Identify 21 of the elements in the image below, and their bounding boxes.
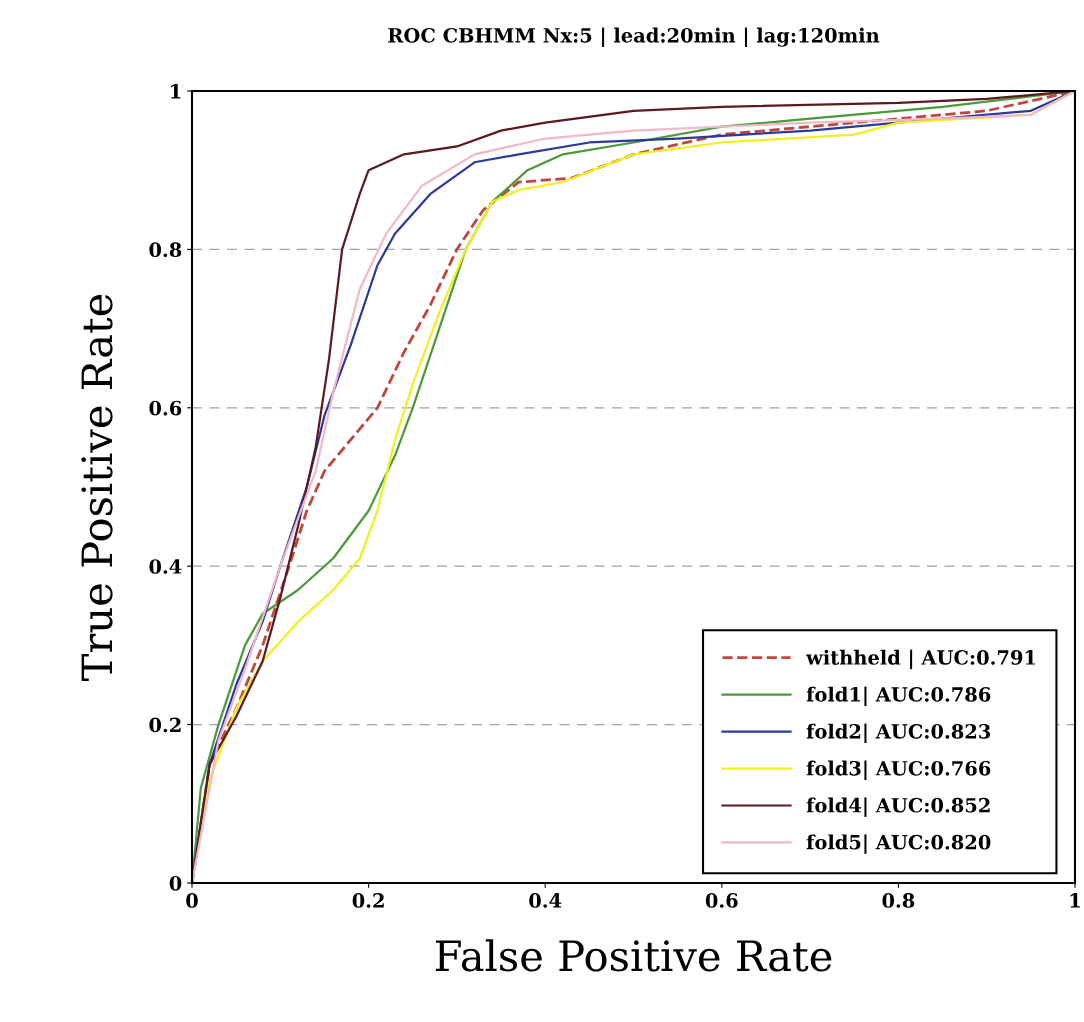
x-tick-label: 0.8	[882, 893, 915, 908]
x-tick-label: 0.2	[352, 893, 384, 908]
y-tick-label: 0	[169, 875, 182, 891]
legend-label: fold1| AUC:0.786	[806, 686, 991, 707]
x-axis-title: False Positive Rate	[435, 939, 832, 972]
y-tick-label: 0.6	[149, 400, 182, 416]
x-tick-label: 0.6	[705, 893, 738, 908]
legend-label: fold3| AUC:0.766	[806, 760, 991, 780]
legend-label: fold2| AUC:0.823	[806, 723, 991, 743]
y-tick-label: 0.4	[149, 559, 182, 574]
legend-label: withheld | AUC:0.791	[805, 649, 1036, 670]
y-tick-label: 0.8	[149, 242, 182, 258]
legend-label: fold5| AUC:0.820	[806, 834, 991, 854]
x-tick-label: 1	[1070, 893, 1080, 908]
y-tick-label: 1	[171, 83, 181, 99]
y-tick-label: 0.2	[149, 717, 181, 733]
legend-label: fold4| AUC:0.852	[806, 797, 990, 817]
x-tick-label: 0.4	[529, 893, 562, 908]
y-axis-title: True Positive Rate	[81, 294, 113, 681]
chart-title: ROC CBHMM Nx:5 | lead:20min | lag:120min	[388, 27, 880, 47]
x-tick-label: 0	[186, 893, 198, 908]
